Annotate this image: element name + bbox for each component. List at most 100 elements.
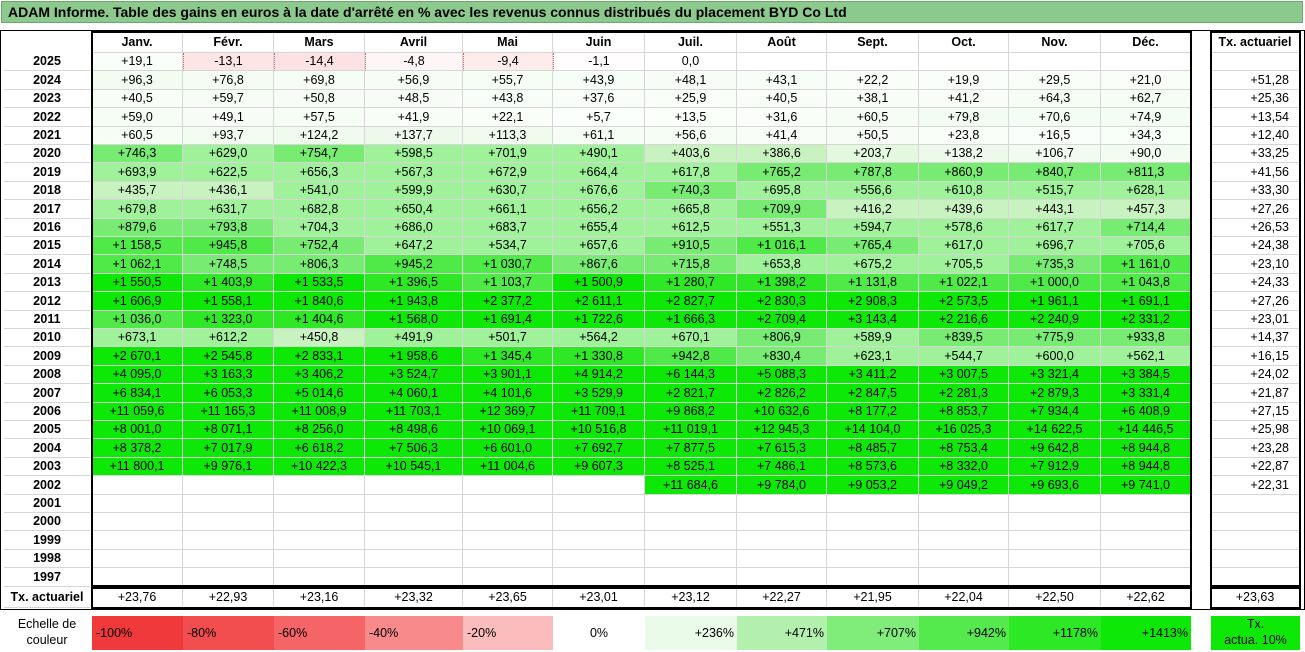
month-header: Sept. (827, 32, 919, 53)
heatmap-cell: -9,4 (463, 53, 553, 71)
heatmap-cell: +10 422,3 (274, 458, 365, 476)
heatmap-cell (183, 476, 274, 495)
heatmap-cell (553, 495, 645, 513)
heatmap-cell (92, 568, 183, 587)
heatmap-cell: +11 008,9 (274, 403, 365, 421)
heatmap-cell: +59,7 (183, 90, 274, 108)
row-total: +12,40 (1211, 127, 1300, 145)
heatmap-cell: +8 485,7 (827, 439, 919, 458)
heatmap-cell: +490,1 (553, 145, 645, 163)
heatmap-cell: +69,8 (274, 71, 365, 90)
heatmap-cell (463, 550, 553, 568)
heatmap-cell: +1 323,0 (183, 311, 274, 329)
year-label: 2004 (4, 439, 90, 458)
heatmap-cell: +2 377,2 (463, 292, 553, 311)
heatmap-cell: +2 573,5 (919, 292, 1009, 311)
heatmap-cell (737, 531, 827, 550)
heatmap-cell (919, 531, 1009, 550)
heatmap-cell: +113,3 (463, 127, 553, 145)
heatmap-cell (274, 550, 365, 568)
row-total: +22,31 (1211, 476, 1300, 495)
year-label: 2024 (4, 71, 90, 90)
heatmap-cell: +61,1 (553, 127, 645, 145)
row-total: +51,28 (1211, 71, 1300, 90)
footer-label: Tx. actuariel (4, 588, 90, 608)
scale-label: Echelle de couleur (4, 616, 90, 650)
heatmap-cell: +1 131,8 (827, 274, 919, 292)
year-label: 2005 (4, 421, 90, 439)
heatmap-cell: +7 506,3 (365, 439, 463, 458)
heatmap-cell (274, 495, 365, 513)
heatmap-cell: +664,4 (553, 163, 645, 182)
heatmap-cell: +551,3 (737, 219, 827, 237)
heatmap-cell (645, 513, 737, 531)
heatmap-cell (827, 495, 919, 513)
heatmap-cell: +1 398,2 (737, 274, 827, 292)
heatmap-cell: -4,8 (365, 53, 463, 71)
heatmap-cell: +617,8 (645, 163, 737, 182)
heatmap-cell: +7 912,9 (1009, 458, 1101, 476)
heatmap-cell: +910,5 (645, 237, 737, 255)
heatmap-cell (463, 476, 553, 495)
heatmap-cell: +4 914,2 (553, 366, 645, 384)
heatmap-cell (1101, 513, 1191, 531)
heatmap-cell (645, 531, 737, 550)
month-header: Juil. (645, 32, 737, 53)
scale-reference-swatch: Tx. actua. 10% (1211, 616, 1300, 650)
heatmap-cell (274, 531, 365, 550)
scale-swatch: -80% (183, 616, 274, 650)
year-label: 2010 (4, 329, 90, 347)
heatmap-cell (1101, 495, 1191, 513)
heatmap-cell: +670,1 (645, 329, 737, 347)
heatmap-cell (827, 568, 919, 587)
heatmap-cell: +1 550,5 (92, 274, 183, 292)
heatmap-cell: +6 834,1 (92, 384, 183, 403)
heatmap-cell: +403,6 (645, 145, 737, 163)
heatmap-cell: +3 901,1 (463, 366, 553, 384)
heatmap-cell: +3 406,2 (274, 366, 365, 384)
heatmap-cell: +705,6 (1101, 237, 1191, 255)
heatmap-cell (553, 531, 645, 550)
heatmap-cell: +56,9 (365, 71, 463, 90)
heatmap-cell (737, 513, 827, 531)
heatmap-cell: +8 177,2 (827, 403, 919, 421)
heatmap-cell: +1 403,9 (183, 274, 274, 292)
row-total: +23,01 (1211, 311, 1300, 329)
heatmap-cell: +628,1 (1101, 182, 1191, 200)
heatmap-cell: +860,9 (919, 163, 1009, 182)
heatmap-cell: +2 830,3 (737, 292, 827, 311)
heatmap-cell (1009, 513, 1101, 531)
heatmap-cell: +443,1 (1009, 200, 1101, 219)
heatmap-cell: 0,0 (645, 53, 737, 71)
row-total: +25,98 (1211, 421, 1300, 439)
heatmap-cell: +5 014,6 (274, 384, 365, 403)
heatmap-cell: +3 007,5 (919, 366, 1009, 384)
heatmap-cell (827, 53, 919, 71)
heatmap-cell: +693,9 (92, 163, 183, 182)
heatmap-cell: +55,7 (463, 71, 553, 90)
heatmap-cell: +79,8 (919, 108, 1009, 127)
year-label: 2013 (4, 274, 90, 292)
heatmap-cell: +9 642,8 (1009, 439, 1101, 458)
heatmap-cell: +787,8 (827, 163, 919, 182)
heatmap-cell: +589,9 (827, 329, 919, 347)
heatmap-cell (919, 550, 1009, 568)
heatmap-cell: +647,2 (365, 237, 463, 255)
row-total: +23,10 (1211, 255, 1300, 274)
heatmap-cell (1009, 53, 1101, 71)
heatmap-cell: +830,4 (737, 347, 827, 366)
heatmap-cell: +630,7 (463, 182, 553, 200)
heatmap-cell: +2 611,1 (553, 292, 645, 311)
heatmap-cell: +599,9 (365, 182, 463, 200)
heatmap-cell: +137,7 (365, 127, 463, 145)
heatmap-cell (1009, 531, 1101, 550)
scale-swatch: +1413% (1101, 616, 1191, 650)
row-total: +33,30 (1211, 182, 1300, 200)
heatmap-cell: +6 053,3 (183, 384, 274, 403)
month-header: Mars (274, 32, 365, 53)
year-label: 2000 (4, 513, 90, 531)
heatmap-cell (365, 568, 463, 587)
heatmap-cell: +60,5 (92, 127, 183, 145)
heatmap-cell: +9 976,1 (183, 458, 274, 476)
heatmap-cell: +2 908,3 (827, 292, 919, 311)
